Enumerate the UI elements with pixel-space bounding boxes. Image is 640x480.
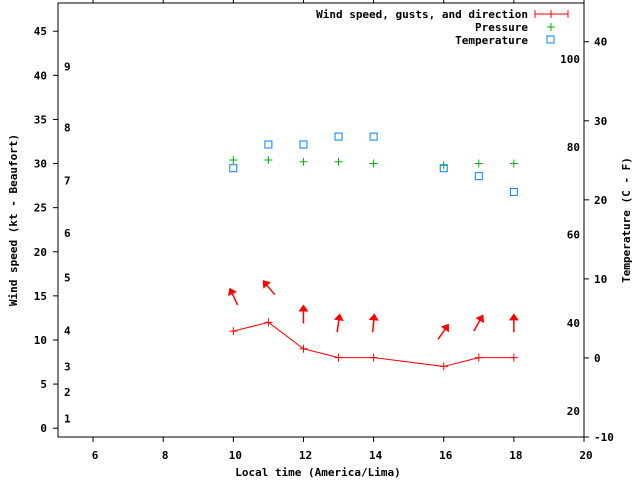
wind-speed-line bbox=[233, 321, 514, 367]
arrow-head bbox=[368, 313, 379, 321]
wind-speed-point bbox=[264, 318, 273, 327]
pressure-point bbox=[369, 159, 378, 168]
y-axis-ticks: 0 5 10 15 20 25 30 35 40 45 bbox=[34, 25, 58, 435]
y-tick-label: 35 bbox=[34, 113, 47, 126]
y-tick-label: 15 bbox=[34, 290, 47, 303]
legend-swatch-temperature bbox=[546, 35, 555, 44]
wind-speed-point bbox=[229, 327, 238, 336]
arrow-head bbox=[262, 280, 271, 289]
y2-tick-label: 0 bbox=[594, 352, 601, 365]
x-axis-ticks: 6 8 10 12 14 16 18 20 bbox=[92, 0, 593, 462]
beaufort-label: 8 bbox=[64, 121, 71, 134]
beaufort-labels: 1 2 3 4 5 6 7 8 9 bbox=[64, 61, 71, 426]
legend-label-temperature: Temperature bbox=[455, 34, 528, 47]
series-layer bbox=[227, 132, 519, 371]
y-tick-label: 5 bbox=[40, 378, 47, 391]
wind-speed-point bbox=[474, 353, 483, 362]
pressure-point bbox=[474, 159, 483, 168]
fahrenheit-label: 100 bbox=[560, 53, 580, 66]
wind-direction-arrow bbox=[508, 313, 519, 333]
beaufort-label: 9 bbox=[64, 61, 71, 74]
beaufort-label: 2 bbox=[64, 386, 71, 399]
wind-direction-arrow bbox=[298, 304, 309, 324]
pressure-point bbox=[509, 159, 518, 168]
wind-direction-arrow bbox=[262, 280, 276, 296]
temperature-point bbox=[264, 140, 273, 149]
pressure-point bbox=[264, 156, 273, 165]
fahrenheit-label: 40 bbox=[567, 317, 580, 330]
y-axis-label: Wind speed (kt - Beaufort) bbox=[7, 134, 20, 306]
y-tick-label: 20 bbox=[34, 246, 47, 259]
y2-tick-label: 10 bbox=[594, 273, 607, 286]
beaufort-label: 1 bbox=[64, 412, 71, 425]
wind-speed-point bbox=[299, 344, 308, 353]
x-tick-label: 18 bbox=[509, 449, 522, 462]
arrow-head bbox=[440, 323, 449, 333]
x-tick-label: 14 bbox=[369, 449, 383, 462]
temperature-point bbox=[299, 140, 308, 149]
legend-label-wind: Wind speed, gusts, and direction bbox=[316, 8, 528, 21]
arrow-head bbox=[508, 313, 519, 321]
wind-direction-arrow bbox=[227, 287, 239, 306]
x-tick-label: 6 bbox=[92, 449, 99, 462]
x-tick-label: 20 bbox=[579, 449, 592, 462]
legend-label-pressure: Pressure bbox=[475, 21, 528, 34]
wind-direction-arrow bbox=[368, 313, 379, 333]
x-tick-label: 12 bbox=[299, 449, 312, 462]
legend: Wind speed, gusts, and direction Pressur… bbox=[316, 8, 569, 47]
temperature-point bbox=[474, 172, 483, 181]
wind-direction-arrow bbox=[473, 314, 485, 332]
arrow-head bbox=[333, 313, 344, 322]
y2-tick-label: 40 bbox=[594, 36, 607, 49]
wind-speed-point bbox=[439, 362, 448, 371]
wind-direction-arrow bbox=[437, 323, 449, 340]
plot-border bbox=[57, 2, 585, 438]
x-axis-label: Local time (America/Lima) bbox=[235, 466, 401, 479]
y2-tick-label: -10 bbox=[594, 431, 614, 444]
beaufort-label: 5 bbox=[64, 271, 71, 284]
pressure-point bbox=[439, 161, 448, 170]
temperature-point bbox=[369, 132, 378, 141]
beaufort-label: 4 bbox=[64, 324, 71, 337]
y2-tick-label: 20 bbox=[594, 194, 607, 207]
beaufort-label: 3 bbox=[64, 360, 71, 373]
y2-axis-label: Temperature (C - F) bbox=[620, 157, 633, 283]
arrow-head bbox=[298, 304, 309, 312]
y-tick-label: 30 bbox=[34, 158, 47, 171]
temperature-point bbox=[509, 187, 518, 196]
y-tick-label: 0 bbox=[40, 422, 47, 435]
fahrenheit-label: 60 bbox=[567, 229, 580, 242]
pressure-point bbox=[334, 157, 343, 166]
fahrenheit-label: 80 bbox=[567, 141, 580, 154]
temperature-point bbox=[334, 132, 343, 141]
pressure-point bbox=[299, 157, 308, 166]
fahrenheit-label: 20 bbox=[567, 405, 580, 418]
arrow-head bbox=[475, 314, 485, 324]
temperature-point bbox=[229, 164, 238, 173]
y-tick-label: 45 bbox=[34, 25, 47, 38]
y-tick-label: 10 bbox=[34, 334, 47, 347]
pressure-point bbox=[229, 156, 238, 165]
wind-speed-point bbox=[509, 353, 518, 362]
wind-speed-point bbox=[369, 353, 378, 362]
beaufort-label: 6 bbox=[64, 227, 71, 240]
beaufort-label: 7 bbox=[64, 174, 71, 187]
y-tick-label: 40 bbox=[34, 69, 47, 82]
temperature-point bbox=[439, 164, 448, 173]
wind-direction-arrow bbox=[333, 313, 344, 333]
fahrenheit-labels: 20 40 60 80 100 bbox=[560, 53, 580, 418]
y2-axis-ticks: -10 0 10 20 30 40 bbox=[584, 36, 614, 444]
x-tick-label: 16 bbox=[439, 449, 453, 462]
x-tick-label: 8 bbox=[162, 449, 169, 462]
legend-swatch-wind bbox=[534, 10, 569, 18]
y-tick-label: 25 bbox=[34, 202, 47, 215]
arrow-head bbox=[227, 287, 238, 297]
y2-tick-label: 30 bbox=[594, 115, 607, 128]
wind-speed-point bbox=[334, 353, 343, 362]
x-tick-label: 10 bbox=[229, 449, 242, 462]
legend-swatch-pressure bbox=[547, 23, 555, 31]
